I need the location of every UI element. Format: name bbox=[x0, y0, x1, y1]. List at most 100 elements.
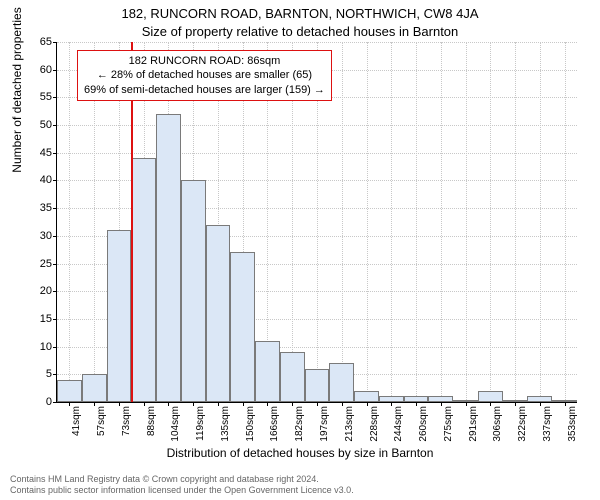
chart-container: 182, RUNCORN ROAD, BARNTON, NORTHWICH, C… bbox=[0, 0, 600, 500]
histogram-bar bbox=[354, 391, 379, 402]
ytick-label: 40 bbox=[22, 174, 52, 186]
xtick-mark bbox=[94, 402, 95, 406]
ytick-mark bbox=[53, 180, 57, 181]
xtick-mark bbox=[342, 402, 343, 406]
footer-line2: Contains public sector information licen… bbox=[10, 485, 354, 496]
xtick-mark bbox=[317, 402, 318, 406]
ytick-mark bbox=[53, 264, 57, 265]
xtick-mark bbox=[565, 402, 566, 406]
callout-line1: 182 RUNCORN ROAD: 86sqm bbox=[84, 54, 325, 68]
plot-area: 182 RUNCORN ROAD: 86sqm← 28% of detached… bbox=[56, 42, 577, 403]
xtick-label: 150sqm bbox=[245, 406, 256, 446]
ytick-label: 65 bbox=[22, 36, 52, 48]
histogram-bar bbox=[255, 341, 280, 402]
ytick-mark bbox=[53, 374, 57, 375]
histogram-bar bbox=[82, 374, 107, 402]
ytick-mark bbox=[53, 347, 57, 348]
gridline-vertical bbox=[367, 42, 368, 402]
ytick-label: 25 bbox=[22, 258, 52, 270]
ytick-label: 30 bbox=[22, 230, 52, 242]
ytick-mark bbox=[53, 42, 57, 43]
gridline-vertical bbox=[391, 42, 392, 402]
xtick-mark bbox=[218, 402, 219, 406]
xtick-mark bbox=[367, 402, 368, 406]
gridline-vertical bbox=[565, 42, 566, 402]
xtick-label: 104sqm bbox=[170, 406, 181, 446]
chart-title-line2: Size of property relative to detached ho… bbox=[0, 24, 600, 39]
ytick-mark bbox=[53, 153, 57, 154]
xtick-label: 135sqm bbox=[220, 406, 231, 446]
xtick-label: 88sqm bbox=[146, 406, 157, 446]
histogram-bar bbox=[107, 230, 132, 402]
histogram-bar bbox=[206, 225, 231, 402]
ytick-label: 45 bbox=[22, 147, 52, 159]
xtick-label: 291sqm bbox=[468, 406, 479, 446]
ytick-mark bbox=[53, 125, 57, 126]
gridline-vertical bbox=[490, 42, 491, 402]
histogram-bar bbox=[478, 391, 503, 402]
callout-line3: 69% of semi-detached houses are larger (… bbox=[84, 83, 325, 97]
ytick-mark bbox=[53, 291, 57, 292]
marker-callout: 182 RUNCORN ROAD: 86sqm← 28% of detached… bbox=[77, 50, 332, 101]
xtick-mark bbox=[466, 402, 467, 406]
xtick-label: 213sqm bbox=[344, 406, 355, 446]
histogram-bar bbox=[527, 396, 552, 402]
histogram-bar bbox=[404, 396, 429, 402]
histogram-bar bbox=[329, 363, 354, 402]
xtick-mark bbox=[119, 402, 120, 406]
xtick-label: 306sqm bbox=[492, 406, 503, 446]
xtick-label: 228sqm bbox=[369, 406, 380, 446]
gridline-vertical bbox=[540, 42, 541, 402]
chart-title-line1: 182, RUNCORN ROAD, BARNTON, NORTHWICH, C… bbox=[0, 6, 600, 21]
footer-attribution: Contains HM Land Registry data © Crown c… bbox=[10, 474, 354, 496]
gridline-vertical bbox=[416, 42, 417, 402]
ytick-label: 0 bbox=[22, 396, 52, 408]
xtick-mark bbox=[243, 402, 244, 406]
histogram-bar bbox=[379, 396, 404, 402]
ytick-label: 15 bbox=[22, 313, 52, 325]
histogram-bar bbox=[131, 158, 156, 402]
ytick-label: 60 bbox=[22, 64, 52, 76]
footer-line1: Contains HM Land Registry data © Crown c… bbox=[10, 474, 354, 485]
gridline-vertical bbox=[69, 42, 70, 402]
gridline-vertical bbox=[466, 42, 467, 402]
xtick-label: 244sqm bbox=[393, 406, 404, 446]
xtick-label: 182sqm bbox=[294, 406, 305, 446]
xtick-label: 41sqm bbox=[71, 406, 82, 446]
ytick-mark bbox=[53, 319, 57, 320]
xtick-label: 275sqm bbox=[443, 406, 454, 446]
ytick-label: 20 bbox=[22, 285, 52, 297]
ytick-label: 10 bbox=[22, 341, 52, 353]
xtick-label: 73sqm bbox=[121, 406, 132, 446]
histogram-bar bbox=[428, 396, 453, 402]
histogram-bar bbox=[230, 252, 255, 402]
histogram-bar bbox=[453, 400, 478, 402]
ytick-mark bbox=[53, 70, 57, 71]
ytick-mark bbox=[53, 97, 57, 98]
xtick-label: 337sqm bbox=[542, 406, 553, 446]
xtick-label: 166sqm bbox=[269, 406, 280, 446]
callout-line2: ← 28% of detached houses are smaller (65… bbox=[84, 68, 325, 82]
xtick-mark bbox=[416, 402, 417, 406]
xtick-label: 119sqm bbox=[195, 406, 206, 446]
x-axis-label: Distribution of detached houses by size … bbox=[0, 446, 600, 460]
ytick-label: 55 bbox=[22, 91, 52, 103]
xtick-mark bbox=[441, 402, 442, 406]
xtick-label: 353sqm bbox=[567, 406, 578, 446]
y-axis-label: Number of detached properties bbox=[10, 0, 24, 220]
ytick-label: 5 bbox=[22, 368, 52, 380]
ytick-mark bbox=[53, 208, 57, 209]
xtick-label: 322sqm bbox=[517, 406, 528, 446]
xtick-label: 260sqm bbox=[418, 406, 429, 446]
xtick-mark bbox=[144, 402, 145, 406]
gridline-vertical bbox=[342, 42, 343, 402]
histogram-bar bbox=[181, 180, 206, 402]
xtick-mark bbox=[515, 402, 516, 406]
histogram-bar bbox=[305, 369, 330, 402]
ytick-label: 35 bbox=[22, 202, 52, 214]
histogram-bar bbox=[552, 400, 577, 402]
histogram-bar bbox=[156, 114, 181, 402]
xtick-label: 197sqm bbox=[319, 406, 330, 446]
gridline-vertical bbox=[441, 42, 442, 402]
histogram-bar bbox=[280, 352, 305, 402]
